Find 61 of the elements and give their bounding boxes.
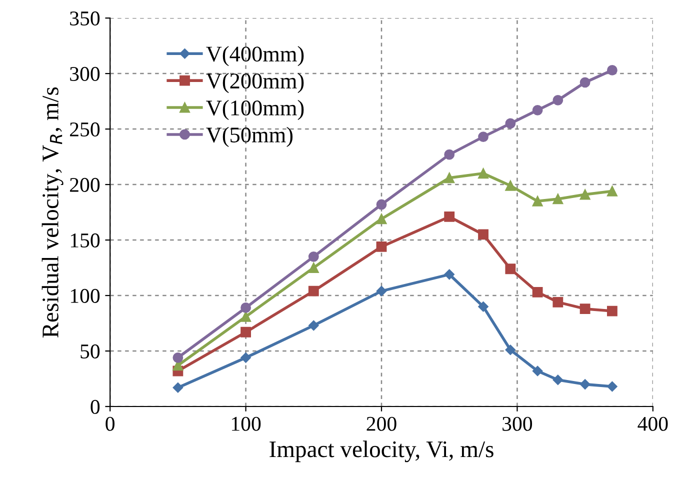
point xyxy=(478,168,488,179)
point xyxy=(240,311,251,322)
legend-label: V(50mm) xyxy=(206,126,293,147)
point xyxy=(478,302,488,312)
point xyxy=(478,229,488,240)
y-tick-label: 200 xyxy=(70,178,100,192)
point xyxy=(308,320,319,331)
point xyxy=(606,186,618,196)
point xyxy=(308,251,319,262)
point xyxy=(376,199,387,210)
point xyxy=(580,189,590,200)
x-tick-label: 200 xyxy=(366,416,396,431)
x-tick-label: 300 xyxy=(502,416,532,431)
point xyxy=(505,344,516,356)
point xyxy=(505,264,516,274)
point xyxy=(606,65,618,76)
point xyxy=(308,262,319,273)
point xyxy=(172,382,184,393)
y-tick-label: 250 xyxy=(70,122,100,136)
point xyxy=(444,212,455,222)
point xyxy=(308,286,319,296)
y-tick-label: 350 xyxy=(70,11,100,26)
point xyxy=(478,132,488,142)
point xyxy=(532,104,543,116)
x-tick-label: 100 xyxy=(232,416,261,431)
point xyxy=(580,379,590,390)
legend-label: V(400mm) xyxy=(206,46,304,66)
point xyxy=(552,374,564,385)
y-tick-label: 150 xyxy=(70,233,100,248)
point xyxy=(240,302,251,313)
y-tick-label: 0 xyxy=(90,400,100,414)
legend-label: V(100mm) xyxy=(206,100,304,120)
point xyxy=(240,352,251,363)
point xyxy=(532,366,543,376)
y-tick-label: 100 xyxy=(70,288,100,303)
point xyxy=(580,304,590,314)
y-tick-label: 50 xyxy=(80,344,100,358)
point xyxy=(240,326,251,338)
point xyxy=(532,286,543,298)
point xyxy=(376,286,387,296)
legend-label: V(200mm) xyxy=(206,72,304,94)
point xyxy=(606,306,618,316)
point xyxy=(505,118,516,129)
point xyxy=(444,172,455,184)
point xyxy=(532,196,543,206)
point xyxy=(444,269,454,280)
point xyxy=(376,241,387,252)
point xyxy=(552,94,564,106)
y-axis-title: Residual velocity, V$_{R}$, m/s xyxy=(42,87,64,338)
x-tick-label: 400 xyxy=(638,416,668,431)
x-axis-title: Impact velocity, Vi, m/s xyxy=(270,440,494,462)
point xyxy=(607,381,618,392)
x-tick-label: 0 xyxy=(106,416,114,431)
point xyxy=(376,214,387,224)
y-tick-label: 300 xyxy=(70,66,100,81)
point xyxy=(552,194,564,204)
point xyxy=(580,77,590,88)
point xyxy=(505,180,516,191)
point xyxy=(552,296,564,308)
point xyxy=(444,149,455,160)
point xyxy=(172,352,184,363)
